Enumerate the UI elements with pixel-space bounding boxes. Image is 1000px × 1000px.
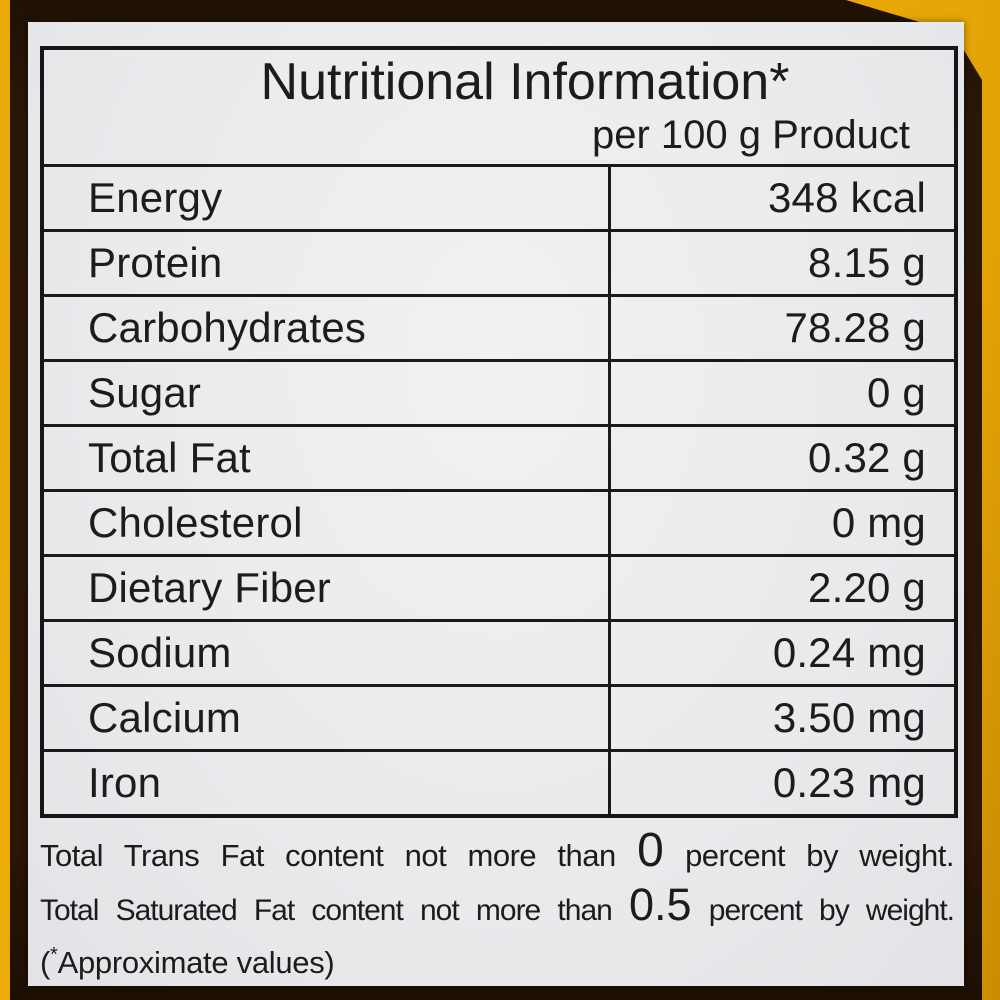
table-row-total-fat: Total Fat 0.32 g <box>44 424 954 489</box>
table-row-calcium: Calcium 3.50 mg <box>44 684 954 749</box>
nutrient-amount: 0 g <box>608 362 954 424</box>
nutrient-amount: 2.20 g <box>608 557 954 619</box>
nutrient-name: Carbohydrates <box>88 304 367 351</box>
approximate-values-footnote: (*Approximate values) <box>40 944 954 981</box>
nutrient-amount: 3.50 mg <box>608 687 954 749</box>
table-row-energy: Energy 348 kcal <box>44 167 954 229</box>
nutrient-amount: 0.23 mg <box>608 752 954 814</box>
nutrient-name: Cholesterol <box>88 499 303 546</box>
nutrition-table: Nutritional Information* per 100 g Produ… <box>40 46 958 818</box>
footnote-asterisk: * <box>50 944 58 966</box>
saturated-fat-note-text: Total Saturated Fat content not more tha… <box>40 894 613 927</box>
nutrient-name: Calcium <box>88 694 242 741</box>
footnote-open-paren: ( <box>40 945 51 980</box>
nutrient-name: Total Fat <box>88 434 251 481</box>
nutrient-amount: 0.32 g <box>608 427 954 489</box>
nutrient-amount: 0 mg <box>608 492 954 554</box>
label-subtitle: per 100 g Product <box>592 113 910 157</box>
saturated-fat-note: Total Saturated Fat content not more tha… <box>40 882 955 928</box>
nutrient-name: Protein <box>88 239 223 286</box>
nutrient-name: Sugar <box>88 369 202 416</box>
trans-fat-note-text: Total Trans Fat content not more than <box>40 838 616 873</box>
nutrient-amount: 348 kcal <box>608 167 954 229</box>
nutrient-amount: 78.28 g <box>608 297 954 359</box>
table-row-carbohydrates: Carbohydrates 78.28 g <box>44 294 954 359</box>
table-row-cholesterol: Cholesterol 0 mg <box>44 489 954 554</box>
table-row-dietary-fiber: Dietary Fiber 2.20 g <box>44 554 954 619</box>
nutrient-name: Sodium <box>88 629 232 676</box>
trans-fat-value: 0 <box>637 824 664 877</box>
table-row-sugar: Sugar 0 g <box>44 359 954 424</box>
nutrient-amount: 8.15 g <box>608 232 954 294</box>
table-row-protein: Protein 8.15 g <box>44 229 954 294</box>
table-header: Nutritional Information* per 100 g Produ… <box>44 50 954 167</box>
nutrient-name: Iron <box>88 759 162 806</box>
nutrient-amount: 0.24 mg <box>608 622 954 684</box>
label-title: Nutritional Information* <box>260 53 790 111</box>
table-row-iron: Iron 0.23 mg <box>44 749 954 814</box>
table-row-sodium: Sodium 0.24 mg <box>44 619 954 684</box>
saturated-fat-note-tail: percent by weight. <box>708 894 955 927</box>
trans-fat-note-tail: percent by weight. <box>685 838 954 873</box>
table-body: Energy 348 kcal Protein 8.15 g Carbohydr… <box>44 167 954 814</box>
saturated-fat-value: 0.5 <box>629 879 692 930</box>
trans-fat-note: Total Trans Fat content not more than 0 … <box>40 827 954 875</box>
nutrition-label: Nutritional Information* per 100 g Produ… <box>28 22 964 986</box>
nutrient-name: Energy <box>88 174 223 221</box>
footnote-text: Approximate values) <box>57 945 335 980</box>
nutrient-name: Dietary Fiber <box>88 564 331 611</box>
